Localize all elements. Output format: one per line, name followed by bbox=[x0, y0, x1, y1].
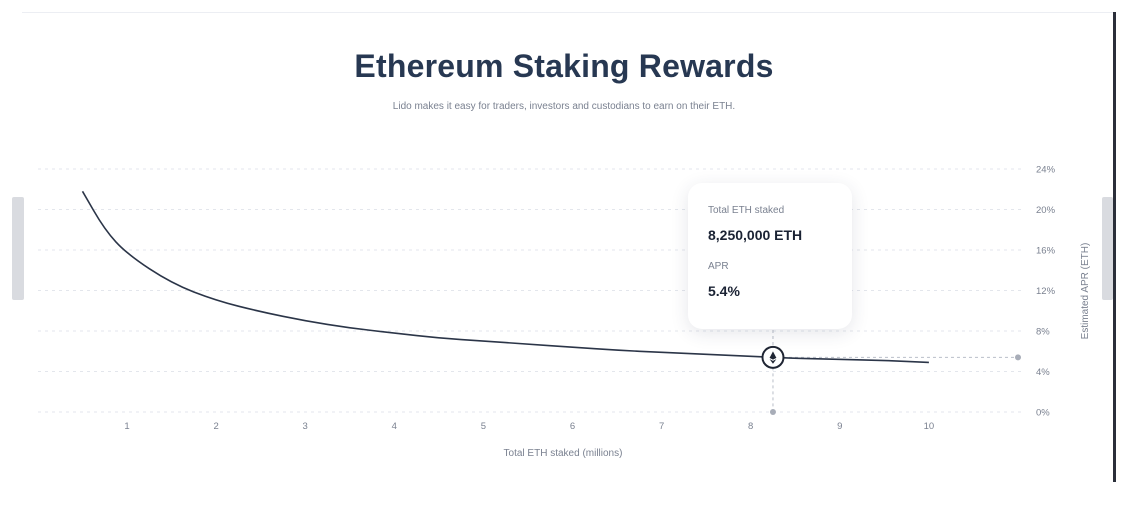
tooltip-total-label: Total ETH staked bbox=[708, 205, 785, 216]
y-tick-label: 0% bbox=[1036, 408, 1050, 419]
x-tick-label: 7 bbox=[659, 421, 664, 432]
x-tick-label: 4 bbox=[392, 421, 397, 432]
y-tick-label: 20% bbox=[1036, 205, 1056, 216]
right-edge-border bbox=[1113, 12, 1116, 482]
x-tick-label: 5 bbox=[481, 421, 486, 432]
x-tick-label: 8 bbox=[748, 421, 753, 432]
x-tick-label: 1 bbox=[124, 421, 129, 432]
tooltip-apr-value: 5.4% bbox=[708, 283, 740, 299]
scroll-right-handle[interactable] bbox=[1102, 197, 1113, 300]
tooltip-total-value: 8,250,000 ETH bbox=[708, 227, 803, 243]
grid-lines bbox=[38, 168, 1022, 413]
x-axis-dot bbox=[769, 409, 776, 415]
y-tick-label: 12% bbox=[1036, 286, 1056, 297]
y-tick-label: 4% bbox=[1036, 367, 1050, 378]
y-tick-label: 8% bbox=[1036, 327, 1050, 338]
apr-series-line bbox=[81, 190, 929, 364]
ethereum-icon bbox=[769, 351, 777, 364]
y-tick-label: 16% bbox=[1036, 246, 1056, 257]
x-tick-label: 9 bbox=[837, 421, 842, 432]
x-axis-ticks: 1 2 3 4 5 6 7 8 9 10 bbox=[124, 421, 934, 432]
chart-subtitle: Lido makes it easy for traders, investor… bbox=[392, 101, 736, 112]
top-divider bbox=[22, 12, 1114, 13]
y-tick-label: 24% bbox=[1036, 165, 1056, 176]
x-tick-label: 2 bbox=[213, 421, 218, 432]
chart-tooltip: Total ETH staked 8,250,000 ETH APR 5.4% bbox=[688, 183, 852, 329]
y-axis-ticks: 0% 4% 8% 12% 16% 20% 24% bbox=[1036, 165, 1056, 419]
highlight-guides bbox=[769, 330, 1021, 415]
x-axis-title: Total ETH staked (millions) bbox=[504, 448, 623, 459]
x-tick-label: 3 bbox=[303, 421, 308, 432]
chart-title: Ethereum Staking Rewards bbox=[354, 48, 774, 84]
y-axis-dot bbox=[1015, 354, 1021, 361]
scroll-left-handle[interactable] bbox=[12, 197, 24, 300]
x-tick-label: 10 bbox=[924, 421, 935, 432]
tooltip-apr-label: APR bbox=[708, 261, 729, 272]
x-tick-label: 6 bbox=[570, 421, 575, 432]
y-axis-title: Estimated APR (ETH) bbox=[1080, 243, 1091, 340]
highlight-marker[interactable] bbox=[761, 345, 785, 369]
